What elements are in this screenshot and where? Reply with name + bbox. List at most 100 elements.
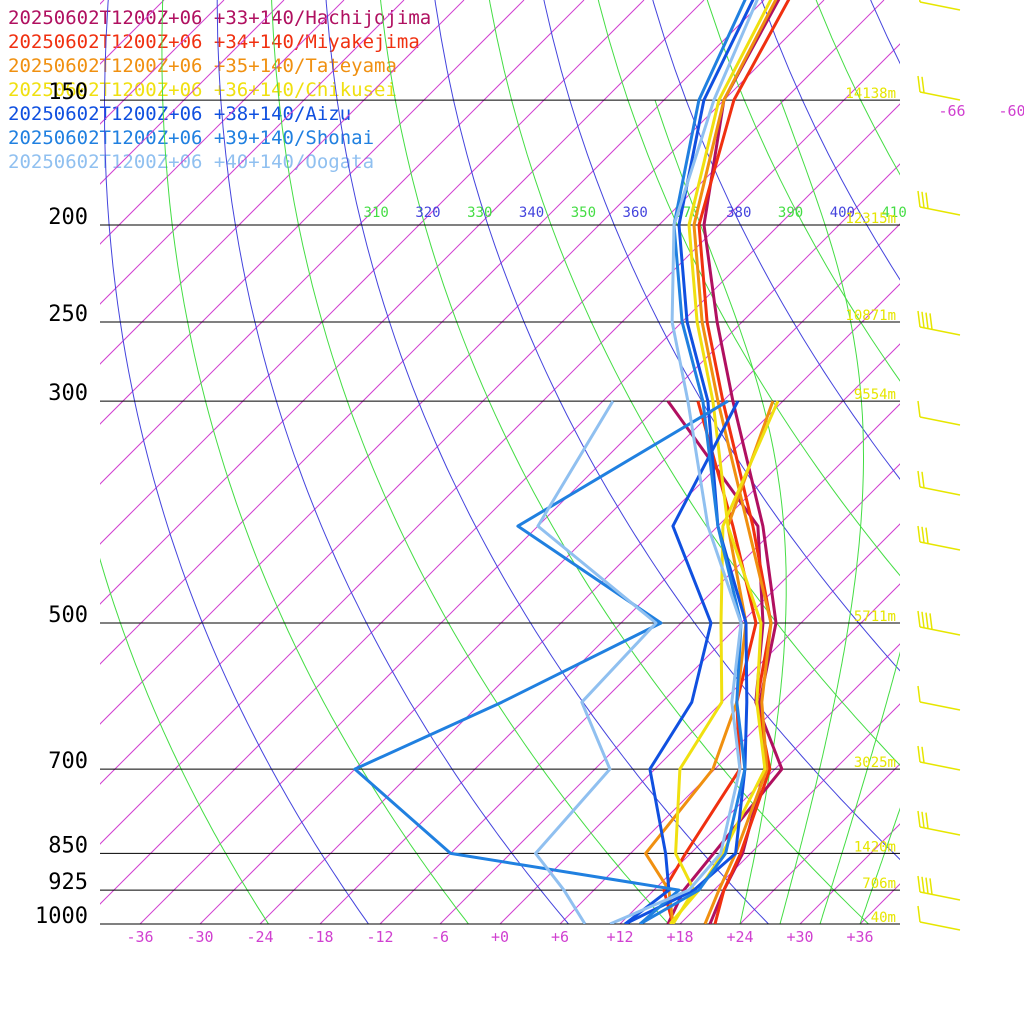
wind-barb-flag: [917, 745, 921, 763]
pressure-label: 1000: [35, 904, 88, 929]
dewpoint-line: [624, 400, 740, 924]
theta-label: 340: [519, 205, 544, 221]
plot-area: [100, 0, 1024, 945]
wind-barb-flag: [921, 76, 925, 93]
wind-barb-flag: [917, 470, 921, 488]
wind-barb-icon: [917, 310, 961, 336]
isotherm-line: [100, 0, 165, 65]
wind-barb-flag: [925, 527, 929, 544]
wind-barb-icon: [917, 875, 961, 901]
wind-barb-flag: [925, 877, 929, 894]
height-label: 40m: [871, 910, 896, 926]
isotherm-line: [319, 343, 900, 924]
temperature-tick-label: -12: [366, 928, 393, 946]
temperature-line: [668, 0, 773, 924]
wind-barb-staff: [919, 701, 961, 711]
height-label: 12315m: [845, 211, 896, 227]
dewpoint-line: [644, 400, 775, 924]
theta-label: 400: [830, 205, 855, 221]
height-label: 9554m: [854, 387, 896, 403]
dry-adiabat-line: [761, 0, 900, 281]
wind-barb-flag: [925, 312, 929, 329]
temperature-tick-label: +36: [846, 928, 873, 946]
dry-adiabat-line: [216, 0, 570, 924]
isotherm-line: [259, 283, 900, 924]
moist-adiabat-line: [654, 99, 787, 924]
wind-barb-icon: [917, 610, 961, 636]
wind-barb-flag: [921, 611, 925, 628]
wind-barb-icon: [918, 0, 961, 11]
pressure-label: 250: [48, 302, 88, 327]
wind-barb-icon: [917, 905, 961, 931]
pressure-label: 300: [48, 381, 88, 406]
moist-adiabat-line: [779, 99, 864, 924]
wind-barb-flag: [921, 471, 925, 488]
wind-barb-flag: [917, 400, 921, 418]
theta-label: 320: [415, 205, 440, 221]
wind-barb-staff: [919, 1, 961, 11]
wind-barb-flag: [925, 612, 929, 629]
theta-label: 310: [364, 205, 389, 221]
isotherm-line: [100, 0, 705, 605]
temperature-tick-label: -6: [431, 928, 449, 946]
isotherm-line: [739, 763, 900, 924]
wind-barb-flag: [918, 0, 921, 3]
isotherm-line: [980, 0, 1024, 924]
temperature-line: [697, 0, 791, 924]
wind-barb-flag: [925, 192, 929, 209]
wind-barb-flag: [929, 313, 933, 330]
theta-label: 360: [623, 205, 648, 221]
isotherm-line: [619, 643, 900, 924]
dewpoint-line: [534, 400, 658, 924]
isotherm-line: [920, 0, 1024, 924]
dry-adiabat-line: [597, 0, 900, 577]
moist-adiabat-line: [819, 651, 900, 924]
dry-adiabat-line: [960, 0, 1024, 945]
isotherm-line: [100, 0, 405, 305]
isotherm-line: [100, 0, 225, 125]
dry-adiabat-line: [915, 0, 1024, 945]
wind-barb-icon: [917, 75, 961, 101]
dry-adiabat-line: [488, 0, 900, 766]
isotherm-line: [100, 0, 285, 185]
isotherm-line: [100, 0, 345, 245]
legend-entry: 20250602T1200Z+06 +33+140/Hachijojima: [8, 7, 432, 29]
isotherm-line: [499, 523, 900, 924]
height-label: 706m: [862, 876, 896, 892]
wind-barb-staff: [919, 326, 961, 336]
wind-barb-flag: [925, 812, 929, 829]
height-label: 3025m: [854, 755, 896, 771]
temperature-tick-label: -24: [246, 928, 273, 946]
pressure-label: 700: [48, 749, 88, 774]
dry-adiabat-line: [100, 557, 270, 924]
dry-adiabat-line: [870, 0, 900, 65]
profiles: [353, 0, 791, 924]
legend-entry: 20250602T1200Z+06 +38+140/Aizu: [8, 103, 352, 125]
temperature-line: [609, 0, 759, 924]
wind-barb-staff: [919, 891, 961, 901]
temperature-line: [639, 0, 747, 924]
wind-barb-flag: [917, 310, 921, 328]
theta-label: 330: [467, 205, 492, 221]
temperature-tick-label: -36: [126, 928, 153, 946]
wind-barb-staff: [919, 541, 961, 551]
isotherm-line: [100, 0, 585, 485]
wind-barb-flag: [917, 190, 921, 208]
wind-barb-icon: [917, 685, 961, 711]
isotherm-line: [379, 403, 900, 924]
dewpoint-line: [353, 399, 729, 924]
wind-barb-icon: [917, 190, 961, 216]
temperature-tick-label: +12: [606, 928, 633, 946]
dry-adiabat-line: [815, 0, 900, 176]
isotherm-line: [100, 0, 765, 665]
dry-adiabat-line: [706, 0, 900, 382]
temperature-tick-label: -18: [306, 928, 333, 946]
temperature-line: [624, 0, 755, 924]
wind-barb-staff: [919, 416, 961, 426]
pressure-label: 850: [48, 833, 88, 858]
legend-entry: 20250602T1200Z+06 +40+140/Oogata: [8, 151, 375, 173]
isotherm-line: [100, 0, 645, 545]
wind-barb-flag: [921, 746, 925, 763]
dry-adiabat-line: [434, 0, 900, 861]
